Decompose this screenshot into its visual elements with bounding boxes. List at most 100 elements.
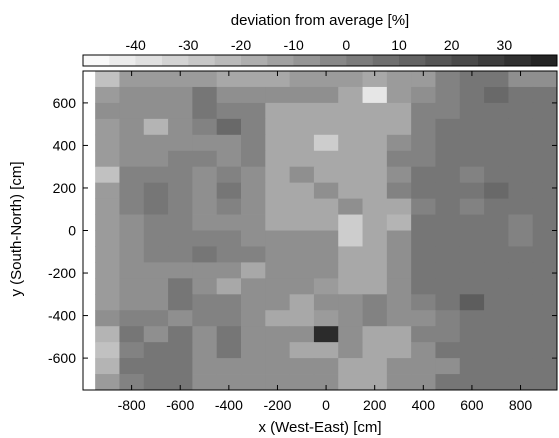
x-tick-label: 0 <box>322 397 330 413</box>
heatmap-cell <box>289 102 315 120</box>
heatmap-cell <box>411 374 436 391</box>
heatmap-cell <box>459 198 485 215</box>
heatmap-cell <box>265 102 291 120</box>
heatmap-cell <box>411 166 436 184</box>
heatmap-cell <box>532 102 558 120</box>
heatmap-cell <box>362 150 388 168</box>
colorbar-tick-label: -30 <box>178 37 198 53</box>
heatmap-cell <box>386 278 412 295</box>
colorbar-swatch <box>135 55 163 66</box>
heatmap-cell <box>508 71 534 88</box>
heatmap-cell <box>216 166 242 184</box>
x-tick-label: 400 <box>412 397 436 413</box>
colorbar-tick-label: -10 <box>284 37 304 53</box>
heatmap-cell <box>532 230 558 247</box>
heatmap-cell <box>289 134 315 152</box>
heatmap-cell <box>143 374 169 391</box>
heatmap-cell <box>95 326 120 343</box>
heatmap-cell <box>435 342 461 359</box>
heatmap-cell <box>143 166 169 184</box>
heatmap-cell <box>313 198 339 215</box>
heatmap-cell <box>362 134 388 152</box>
colorbar-swatch <box>451 55 479 66</box>
heatmap-cell <box>289 262 315 279</box>
heatmap-cell <box>532 294 558 311</box>
heatmap-cell <box>168 71 193 88</box>
heatmap-cell <box>508 262 534 279</box>
heatmap-cell <box>459 310 485 327</box>
heatmap-cell <box>386 150 412 168</box>
heatmap-cell <box>338 358 363 375</box>
heatmap-cell <box>119 86 145 104</box>
heatmap-cell <box>508 358 534 375</box>
heatmap-cell <box>95 358 120 375</box>
heatmap-cell <box>508 134 534 152</box>
heatmap-cell <box>168 102 193 120</box>
heatmap-cell <box>119 358 145 375</box>
heatmap-cell <box>95 86 120 104</box>
heatmap-cell <box>411 294 436 311</box>
heatmap-cell <box>435 86 461 104</box>
heatmap-cell <box>313 134 339 152</box>
heatmap-cell <box>484 262 509 279</box>
heatmap-cell <box>338 246 363 263</box>
colorbar-swatch <box>346 55 373 66</box>
heatmap-cell <box>216 214 242 231</box>
heatmap-cell <box>192 182 218 199</box>
heatmap-cell <box>192 310 218 327</box>
heatmap-cell <box>119 118 145 136</box>
heatmap-cell <box>143 86 169 104</box>
heatmap-cell <box>362 326 388 343</box>
heatmap-cell <box>168 278 193 295</box>
heatmap-cell <box>241 246 266 263</box>
heatmap-cell <box>484 86 509 104</box>
heatmap-cell <box>508 166 534 184</box>
heatmap-cell <box>95 150 120 168</box>
heatmap-cell <box>362 166 388 184</box>
heatmap-cell <box>338 71 363 88</box>
heatmap-cell <box>216 134 242 152</box>
heatmap-cell <box>313 278 339 295</box>
heatmap-cell <box>532 246 558 263</box>
heatmap-cell <box>192 150 218 168</box>
heatmap-cell <box>241 214 266 231</box>
heatmap-cell <box>532 214 558 231</box>
heatmap-cell <box>143 182 169 199</box>
heatmap-cell <box>532 326 558 343</box>
heatmap-cell <box>411 134 436 152</box>
heatmap-cell <box>168 310 193 327</box>
heatmap-cell <box>338 150 363 168</box>
heatmap-cell <box>484 230 509 247</box>
heatmap-cell <box>484 134 509 152</box>
heatmap-cell <box>95 214 120 231</box>
heatmap-cell <box>143 150 169 168</box>
heatmap-cell <box>459 342 485 359</box>
heatmap-cell <box>192 358 218 375</box>
heatmap-cell <box>362 358 388 375</box>
heatmap-cell <box>241 102 266 120</box>
heatmap-cell <box>435 278 461 295</box>
heatmap-cell <box>241 86 266 104</box>
heatmap-cell <box>338 198 363 215</box>
colorbar-swatch <box>267 55 294 66</box>
heatmap-cell <box>241 342 266 359</box>
heatmap-cell <box>241 166 266 184</box>
heatmap-cell <box>143 326 169 343</box>
heatmap-cell <box>313 342 339 359</box>
heatmap-cell <box>289 326 315 343</box>
heatmap-cell <box>386 326 412 343</box>
heatmap-cell <box>386 294 412 311</box>
heatmap-cell <box>192 166 218 184</box>
heatmap-cell <box>289 150 315 168</box>
heatmap-cell <box>313 326 339 343</box>
heatmap-cell <box>313 246 339 263</box>
heatmap-cell <box>435 150 461 168</box>
heatmap-cell <box>289 374 315 391</box>
heatmap-cell <box>265 262 291 279</box>
heatmap-cell <box>411 342 436 359</box>
heatmap-cell <box>265 342 291 359</box>
heatmap-cell <box>313 358 339 375</box>
heatmap-cell <box>459 214 485 231</box>
heatmap-cell <box>241 230 266 247</box>
heatmap-cell <box>532 150 558 168</box>
